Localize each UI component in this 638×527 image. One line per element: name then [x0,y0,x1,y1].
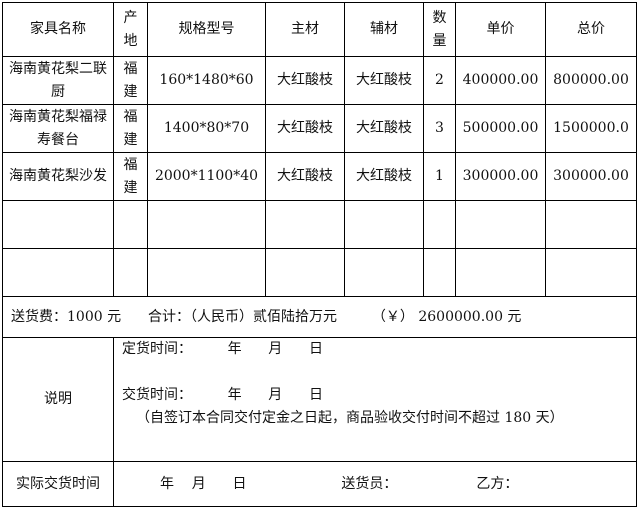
header-total-price: 总价 [545,2,637,57]
empty-cell [455,248,546,297]
empty-cell [344,248,424,297]
cell-quantity: 2 [423,56,456,105]
cell-total-price: 800000.00 [545,56,637,105]
cell-spec: 1400*80*70 [147,104,266,153]
empty-cell [2,200,114,249]
delivery-time: 交货时间： 年 月 日 [122,387,324,403]
header-unit-price: 单价 [455,2,546,57]
cell-name: 海南黄花梨二联厨 [2,56,114,105]
empty-cell [113,200,148,249]
actual-delivery-row: 实际交货时间 年 月 日 送货员： 乙方： [2,461,637,507]
header-row: 家具名称 产地 规格型号 主材 辅材 数量 单价 总价 [2,2,637,57]
empty-row [2,200,637,249]
delivery-terms: （自签订本合同交付定金之日起，商品验收交付时间不超过 180 天） [136,410,564,426]
note-cell: 定货时间： 年 月 日 交货时间： 年 月 日 （自签订本合同交付定金之日起，商… [113,337,637,462]
delivery-fee: 送货费：1000 元 [11,308,122,325]
cell-total-price: 300000.00 [545,152,637,201]
header-origin: 产地 [113,2,148,57]
table-row: 海南黄花梨二联厨 福建 160*1480*60 大红酸枝 大红酸枝 2 4000… [2,56,637,105]
cell-aux-material: 大红酸枝 [344,104,424,153]
cell-main-material: 大红酸枝 [265,56,345,105]
party-b-label: 乙方： [476,475,519,492]
cell-unit-price: 400000.00 [455,56,546,105]
cell-unit-price: 300000.00 [455,152,546,201]
table-row: 海南黄花梨沙发 福建 2000*1100*40 大红酸枝 大红酸枝 1 3000… [2,152,637,201]
empty-cell [423,200,456,249]
header-name: 家具名称 [2,2,114,57]
empty-cell [147,248,266,297]
empty-row [2,248,637,297]
header-quantity: 数量 [423,2,456,57]
empty-cell [455,200,546,249]
note-row: 说明 定货时间： 年 月 日 交货时间： 年 月 日 （自签订本合同交付定金之日… [2,337,637,462]
cell-quantity: 3 [423,104,456,153]
cell-main-material: 大红酸枝 [265,104,345,153]
cell-main-material: 大红酸枝 [265,152,345,201]
header-main-material: 主材 [265,2,345,57]
cell-aux-material: 大红酸枝 [344,56,424,105]
empty-cell [344,200,424,249]
cell-origin: 福建 [113,56,148,105]
empty-cell [265,200,345,249]
total-in-words: 合计：（人民币）贰佰陆拾万元 [148,308,337,325]
empty-cell [545,200,637,249]
total-amount: （￥） 2600000.00 元 [371,308,522,325]
cell-spec: 2000*1100*40 [147,152,266,201]
cell-origin: 福建 [113,104,148,153]
cell-aux-material: 大红酸枝 [344,152,424,201]
cell-total-price: 1500000.0 [545,104,637,153]
empty-cell [147,200,266,249]
fee-row: 送货费：1000 元 合计：（人民币）贰佰陆拾万元 （￥） 2600000.00… [2,296,637,338]
empty-cell [265,248,345,297]
cell-origin: 福建 [113,152,148,201]
empty-cell [423,248,456,297]
furniture-order-table: 家具名称 产地 规格型号 主材 辅材 数量 单价 总价 海南黄花梨二联厨 福建 … [2,2,637,507]
table-row: 海南黄花梨福禄寿餐台 福建 1400*80*70 大红酸枝 大红酸枝 3 500… [2,104,637,153]
header-spec: 规格型号 [147,2,266,57]
actual-delivery-date: 年 月 日 [160,475,247,492]
actual-delivery-label: 实际交货时间 [2,461,114,507]
note-label: 说明 [2,337,114,462]
deliverer-label: 送货员： [341,475,398,492]
actual-delivery-cell: 年 月 日 送货员： 乙方： [113,461,637,507]
cell-spec: 160*1480*60 [147,56,266,105]
cell-quantity: 1 [423,152,456,201]
empty-cell [545,248,637,297]
cell-name: 海南黄花梨沙发 [2,152,114,201]
cell-name: 海南黄花梨福禄寿餐台 [2,104,114,153]
order-time: 定货时间： 年 月 日 [122,341,324,357]
cell-unit-price: 500000.00 [455,104,546,153]
fee-cell: 送货费：1000 元 合计：（人民币）贰佰陆拾万元 （￥） 2600000.00… [2,296,637,338]
empty-cell [2,248,114,297]
header-aux-material: 辅材 [344,2,424,57]
empty-cell [113,248,148,297]
